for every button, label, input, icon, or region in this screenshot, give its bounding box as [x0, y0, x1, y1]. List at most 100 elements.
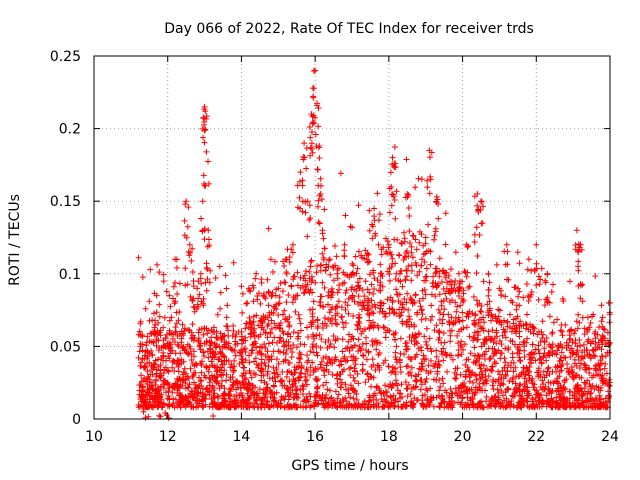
data-point [469, 310, 476, 317]
data-point [227, 364, 234, 371]
data-point [181, 327, 188, 334]
data-point [225, 344, 232, 351]
data-point [524, 335, 531, 342]
data-point [208, 395, 215, 402]
data-point [474, 328, 481, 335]
data-point [396, 313, 403, 320]
data-point [350, 357, 357, 364]
data-point [508, 398, 515, 405]
data-point [485, 312, 492, 319]
data-point [420, 242, 427, 249]
data-point [558, 349, 565, 356]
data-point [546, 313, 553, 320]
data-point [418, 360, 425, 367]
data-point [380, 324, 387, 331]
data-point [283, 269, 290, 276]
data-point [433, 322, 440, 329]
data-point [364, 286, 371, 293]
data-point [258, 360, 265, 367]
data-point [498, 375, 505, 382]
data-point [426, 335, 433, 342]
data-point [359, 287, 366, 294]
data-point [395, 403, 402, 410]
data-point [368, 281, 375, 288]
data-point [221, 341, 228, 348]
data-point [266, 309, 273, 316]
data-point [409, 300, 416, 307]
data-point [423, 375, 430, 382]
data-point [170, 357, 177, 364]
data-point [560, 354, 567, 361]
data-point [465, 367, 472, 374]
data-point [343, 386, 350, 393]
data-point [332, 316, 339, 323]
data-point [338, 384, 345, 391]
data-point [356, 320, 363, 327]
data-point [319, 320, 326, 327]
data-point [369, 356, 376, 363]
data-point [174, 403, 181, 410]
data-point [208, 358, 215, 365]
data-point [281, 307, 288, 314]
data-point [477, 207, 484, 214]
data-point [284, 386, 291, 393]
data-point [218, 382, 225, 389]
data-point [160, 278, 167, 285]
data-point [451, 281, 458, 288]
data-point [447, 332, 454, 339]
data-point [443, 295, 450, 302]
data-point [401, 238, 408, 245]
data-point [178, 335, 185, 342]
data-point [413, 373, 420, 380]
data-point [421, 286, 428, 293]
data-point [203, 364, 210, 371]
data-point [349, 260, 356, 267]
data-point [468, 386, 475, 393]
data-point [359, 299, 366, 306]
data-point [223, 322, 230, 329]
data-point [485, 287, 492, 294]
x-tick-label: 10 [85, 429, 103, 445]
data-point [353, 396, 360, 403]
data-point [160, 349, 167, 356]
data-point [361, 255, 368, 262]
data-point [371, 275, 378, 282]
data-point [142, 305, 149, 312]
data-point [467, 397, 474, 404]
data-point [416, 297, 423, 304]
data-point [428, 149, 435, 156]
data-point [209, 353, 216, 360]
data-point [469, 379, 476, 386]
data-point [185, 398, 192, 405]
data-point [466, 333, 473, 340]
data-point [138, 378, 145, 385]
data-point [358, 330, 365, 337]
data-point [500, 381, 507, 388]
data-point [331, 262, 338, 269]
data-point [598, 336, 605, 343]
data-point [270, 394, 277, 401]
data-point [439, 351, 446, 358]
data-point [350, 335, 357, 342]
data-point [212, 274, 219, 281]
data-point [273, 389, 280, 396]
data-point [530, 384, 537, 391]
data-point [350, 312, 357, 319]
data-point [281, 342, 288, 349]
data-point [332, 388, 339, 395]
data-point [204, 348, 211, 355]
data-point [248, 326, 255, 333]
data-point [576, 337, 583, 344]
data-point [290, 341, 297, 348]
data-point [429, 313, 436, 320]
data-point [372, 304, 379, 311]
data-point [320, 401, 327, 408]
data-point [236, 360, 243, 367]
data-point [393, 359, 400, 366]
data-point [334, 270, 341, 277]
data-point [341, 247, 348, 254]
data-point [568, 368, 575, 375]
data-point [348, 353, 355, 360]
data-point [495, 389, 502, 396]
data-point [424, 177, 431, 184]
